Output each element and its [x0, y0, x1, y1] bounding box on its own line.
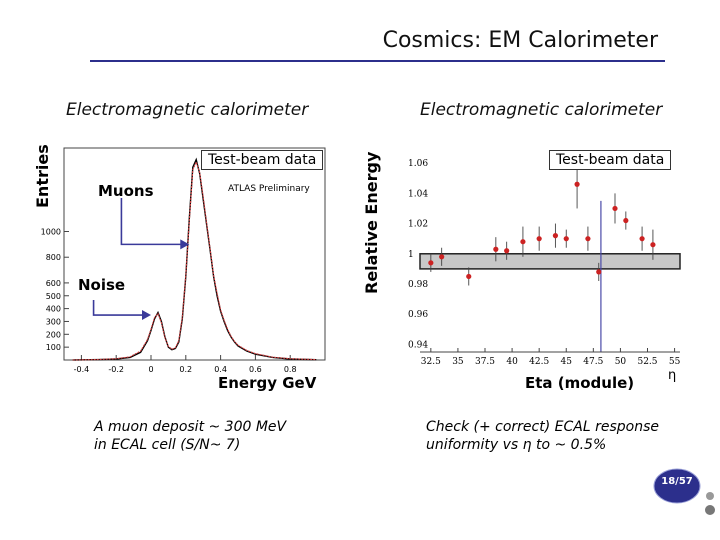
- left-x-tick-label: -0.4: [74, 365, 90, 374]
- muons-arrow-line: [120, 198, 184, 246]
- right-x-tick-label: 40: [506, 357, 518, 367]
- right-y-tick-label: 0.94: [408, 340, 428, 350]
- data-point: [574, 181, 580, 187]
- left-y-tick-label: 200: [46, 330, 61, 339]
- right-plot-frame: [420, 148, 680, 352]
- data-point: [623, 217, 629, 224]
- right-y-tick-label: 1.06: [408, 159, 428, 169]
- right-subtitle: Electromagnetic calorimeter: [420, 100, 663, 120]
- energy-histogram: -0.4 -0.2 0 0.2 0.4 0.6 0.8 100 200 300 400 500 600 8…: [41, 147, 326, 374]
- right-y-axis-label: Relative Energy: [362, 151, 381, 294]
- data-point: [520, 239, 526, 245]
- data-point: [596, 269, 602, 275]
- page-badge-icon: [653, 468, 701, 504]
- left-subtitle: Electromagnetic calorimeter: [66, 100, 309, 120]
- data-point: [504, 248, 510, 254]
- slide-title: Cosmics: EM Calorimeter: [382, 28, 658, 53]
- decorative-dots-icon: [705, 492, 715, 515]
- left-y-tick-label: 300: [46, 317, 61, 326]
- right-x-tick-label: 37.5: [475, 357, 495, 367]
- left-legend-box: Test-beam data: [201, 150, 324, 170]
- left-x-tick-label: 0.2: [179, 365, 192, 374]
- left-y-tick-label: 500: [46, 292, 61, 301]
- right-x-tick-label: 42.5: [529, 357, 549, 367]
- left-x-tick-label: -0.2: [108, 365, 124, 374]
- muons-arrowhead-icon: [180, 239, 190, 250]
- right-x-tick-label: 55: [669, 357, 681, 367]
- right-x-tick-label: 52.5: [637, 357, 657, 367]
- eta-symbol: η: [668, 368, 677, 383]
- data-point: [428, 260, 434, 266]
- noise-arrowhead-icon: [142, 310, 151, 321]
- left-x-tick-label: 0.4: [214, 365, 227, 374]
- left-caption: A muon deposit ~ 300 MeV in ECAL cell (S…: [94, 419, 287, 453]
- left-x-tick-label: 0.6: [249, 365, 262, 374]
- noise-arrow-line: [92, 300, 145, 316]
- right-x-axis-label: Eta (module): [525, 374, 635, 392]
- left-x-axis-label: Energy GeV: [218, 374, 317, 392]
- noise-callout: Noise: [78, 276, 126, 294]
- left-x-tick-label: 0: [148, 365, 153, 374]
- left-plot-frame: [63, 147, 326, 361]
- right-x-tick-label: 47.5: [583, 357, 603, 367]
- data-point: [536, 236, 542, 242]
- uniformity-scatter: 32.5 35 37.5 40 42.5 45 47.5 50 52.5 55 0.94 0.96 0.…: [408, 148, 681, 367]
- fit-line: [72, 160, 317, 361]
- data-point: [552, 233, 559, 239]
- muons-callout: Muons: [98, 182, 154, 200]
- left-y-tick-label: 600: [46, 279, 61, 288]
- left-y-tick-label: 400: [46, 305, 61, 314]
- right-x-tick-label: 32.5: [421, 357, 441, 367]
- right-caption: Check (+ correct) ECAL response uniformi…: [426, 419, 659, 453]
- right-x-tick-label: 50: [615, 357, 627, 367]
- data-point: [466, 273, 472, 280]
- data-point: [650, 242, 656, 248]
- uniformity-band: [419, 253, 681, 270]
- right-y-tick-label: 0.98: [408, 280, 428, 290]
- right-legend-box: Test-beam data: [549, 150, 672, 170]
- data-point: [585, 236, 591, 242]
- right-x-tick-label: 45: [561, 357, 573, 367]
- page-number: 18/57: [661, 476, 693, 487]
- left-y-tick-label: 100: [46, 343, 61, 352]
- left-y-tick-label: 1000: [41, 228, 61, 237]
- right-y-tick-label: 1.04: [408, 189, 428, 199]
- right-y-tick-label: 1: [408, 250, 414, 260]
- data-point: [439, 254, 445, 260]
- atlas-preliminary-label: ATLAS Preliminary: [228, 184, 310, 194]
- data-point: [563, 236, 569, 242]
- left-y-tick-label: 800: [46, 253, 61, 262]
- right-y-tick-label: 1.02: [408, 220, 428, 230]
- data-point: [639, 236, 645, 242]
- left-x-tick-label: 0.8: [284, 365, 297, 374]
- data-point: [493, 246, 499, 252]
- right-x-tick-label: 35: [452, 357, 464, 367]
- title-underline: [90, 60, 665, 62]
- data-point: [612, 205, 618, 212]
- right-y-tick-label: 0.96: [408, 310, 428, 320]
